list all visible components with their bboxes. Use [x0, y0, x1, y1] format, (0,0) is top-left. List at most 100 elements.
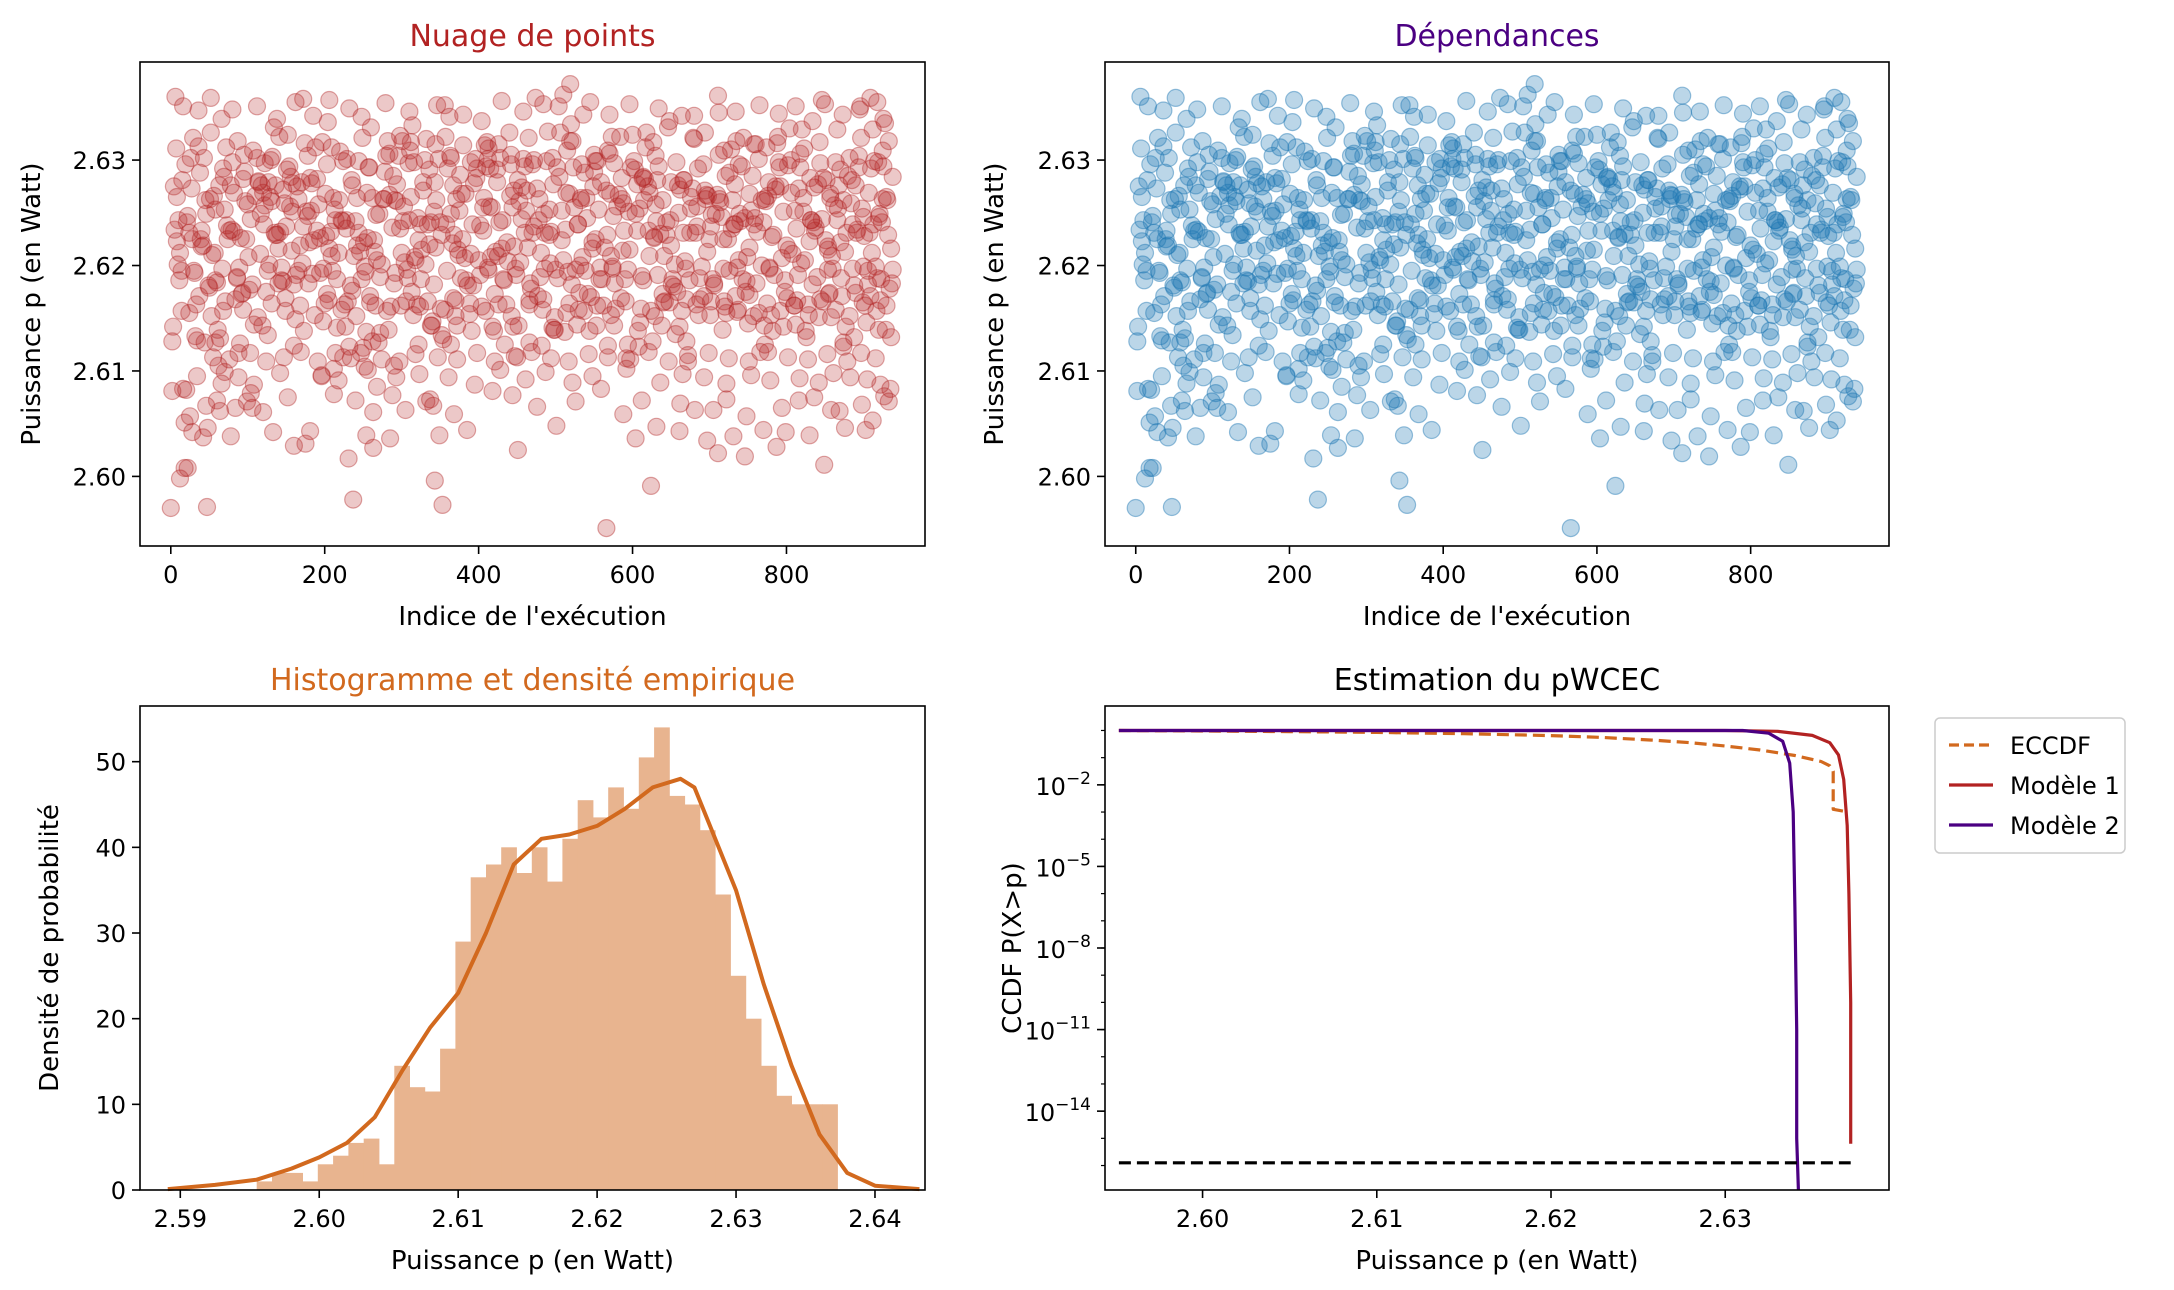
scatter-point	[1736, 398, 1756, 417]
scatter-point	[1325, 287, 1344, 306]
scatter-point	[251, 204, 270, 223]
scatter-point	[187, 367, 207, 386]
scatter-point	[544, 175, 563, 194]
scatter-point	[1698, 128, 1717, 147]
scatter-point	[1769, 388, 1788, 407]
scatter-point	[1383, 215, 1402, 234]
scatter-point	[1447, 381, 1467, 401]
scatter-point	[1471, 265, 1491, 285]
scatter-point	[357, 183, 377, 202]
scatter-point	[586, 230, 605, 249]
scatter-point	[320, 239, 339, 258]
scatter-point	[299, 274, 318, 293]
histogram-bars	[256, 727, 838, 1190]
scatter-point	[1251, 265, 1271, 285]
scatter-point	[1317, 270, 1336, 289]
scatter-point	[521, 279, 541, 298]
scatter-point	[1567, 127, 1586, 146]
scatter-point	[1240, 194, 1259, 213]
scatter-point	[1272, 221, 1291, 240]
scatter-point	[1633, 203, 1653, 222]
scatter-point	[1739, 271, 1759, 290]
scatter-point	[1447, 198, 1466, 217]
scatter-point	[1480, 223, 1499, 242]
scatter-point	[266, 225, 285, 244]
scatter-point	[689, 306, 708, 325]
scatter-point	[1224, 173, 1243, 192]
x-axis-label: Puissance p (en Watt)	[1355, 1246, 1638, 1276]
histogram-bar	[531, 847, 548, 1190]
scatter-point	[704, 274, 724, 293]
scatter-point	[750, 96, 769, 115]
scatter-point	[448, 350, 467, 369]
scatter-point	[836, 317, 855, 336]
scatter-point	[1673, 444, 1692, 463]
scatter-point	[1841, 187, 1860, 207]
scatter-point	[557, 183, 576, 202]
scatter-point	[1721, 138, 1740, 157]
scatter-point	[1674, 190, 1693, 209]
scatter-point	[821, 184, 840, 203]
scatter-point	[1264, 233, 1284, 252]
scatter-point	[1820, 420, 1839, 440]
scatter-point	[380, 185, 399, 204]
scatter-point	[493, 211, 512, 230]
scatter-point	[1533, 215, 1552, 234]
scatter-point	[387, 192, 407, 211]
scatter-point	[1437, 297, 1456, 316]
scatter-point	[1185, 350, 1204, 369]
scatter-point	[735, 447, 755, 466]
scatter-point	[571, 191, 591, 210]
scatter-point	[1483, 238, 1502, 257]
scatter-point	[661, 211, 680, 230]
scatter-point	[1829, 152, 1848, 171]
scatter-point	[1349, 274, 1368, 293]
scatter-point	[1145, 223, 1164, 242]
scatter-point	[503, 198, 522, 217]
scatter-point	[660, 111, 679, 131]
scatter-point	[1369, 153, 1388, 172]
scatter-point	[778, 156, 798, 175]
scatter-point	[1435, 216, 1454, 235]
scatter-point	[614, 405, 633, 424]
histogram-bar	[287, 1172, 303, 1190]
scatter-point	[634, 271, 653, 290]
scatter-point	[1550, 152, 1570, 171]
scatter-point	[1335, 268, 1354, 287]
scatter-point	[849, 158, 868, 177]
scatter-point	[1181, 292, 1200, 311]
scatter-point	[1836, 213, 1856, 232]
scatter-point	[1167, 307, 1186, 326]
scatter-point	[1754, 369, 1773, 388]
scatter-point	[1409, 225, 1428, 244]
scatter-point	[1464, 123, 1484, 142]
scatter-point	[579, 345, 598, 364]
scatter-point	[468, 159, 487, 178]
scatter-point	[477, 157, 496, 176]
scatter-point	[1569, 154, 1588, 173]
scatter-point	[528, 287, 548, 306]
scatter-point	[494, 271, 514, 290]
scatter-point	[865, 152, 884, 171]
histogram-bar	[409, 1087, 426, 1190]
scatter-point	[1195, 334, 1215, 353]
scatter-point	[1301, 211, 1321, 230]
scatter-point	[240, 280, 259, 299]
scatter-point	[1389, 275, 1408, 294]
histogram-bar	[592, 817, 609, 1190]
scatter-point	[414, 173, 433, 192]
scatter-point	[1328, 438, 1348, 457]
scatter-point	[429, 149, 448, 169]
scatter-point	[1750, 315, 1770, 334]
scatter-point	[1634, 422, 1653, 441]
scatter-point	[1715, 342, 1734, 362]
scatter-point	[636, 138, 655, 157]
scatter-point	[1777, 292, 1796, 311]
scatter-point	[337, 219, 356, 238]
series-line-eccdf	[1118, 728, 1849, 813]
scatter-point	[645, 307, 665, 326]
scatter-point	[1251, 310, 1270, 329]
scatter-point	[386, 263, 405, 282]
scatter-point	[1158, 428, 1178, 447]
scatter-point	[286, 310, 305, 329]
